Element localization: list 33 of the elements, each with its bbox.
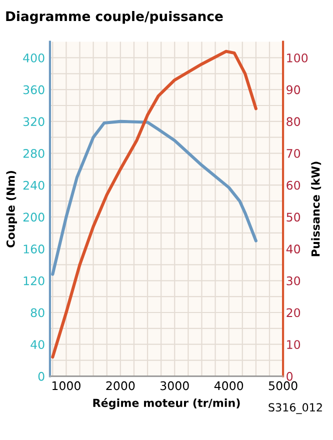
x-tick-label: 5000 (268, 381, 298, 390)
y2-tick-label: 10 (287, 340, 300, 350)
chart-title: Diagramme couple/puissance (6, 11, 223, 24)
y2-tick-label: 50 (286, 212, 300, 222)
y2-tick-label: 80 (286, 117, 300, 126)
line-series (51, 50, 258, 359)
y-tick-label: 360 (23, 85, 44, 94)
y-tick-label: 0 (38, 372, 44, 381)
y-tick-label: 240 (23, 180, 44, 190)
y2-axis-title: Puissance (kW) (311, 162, 322, 256)
y-tick-label: 80 (30, 308, 44, 318)
y-tick-label: 40 (30, 340, 44, 350)
y2-tick-label: 100 (287, 53, 308, 62)
y2-tick-label: 40 (286, 244, 300, 254)
y2-tick-label: 70 (286, 148, 300, 158)
y2-tick-label: 90 (286, 85, 300, 94)
y2-tick-label: 20 (286, 308, 300, 318)
y-tick-label: 160 (24, 244, 44, 254)
y-tick-label: 200 (23, 212, 44, 222)
y-tick-label: 400 (23, 53, 44, 62)
y-tick-label: 280 (23, 148, 44, 158)
x-tick-label: 1000 (52, 381, 80, 390)
x-tick-label: 3000 (160, 381, 189, 390)
x-tick-label: 4000 (214, 381, 244, 390)
y-tick-label: 120 (24, 276, 44, 286)
text: S316_012 (268, 403, 322, 414)
y-tick-label: 320 (23, 117, 44, 126)
x-axis-title: Régime moteur (tr/min) (93, 398, 240, 410)
y2-tick-label: 30 (286, 276, 300, 286)
y2-tick-label: 0 (286, 372, 293, 381)
x-tick-label: 2000 (106, 381, 135, 390)
y-axis-title: Couple (Nm) (6, 171, 17, 248)
y2-tick-label: 60 (286, 180, 300, 190)
